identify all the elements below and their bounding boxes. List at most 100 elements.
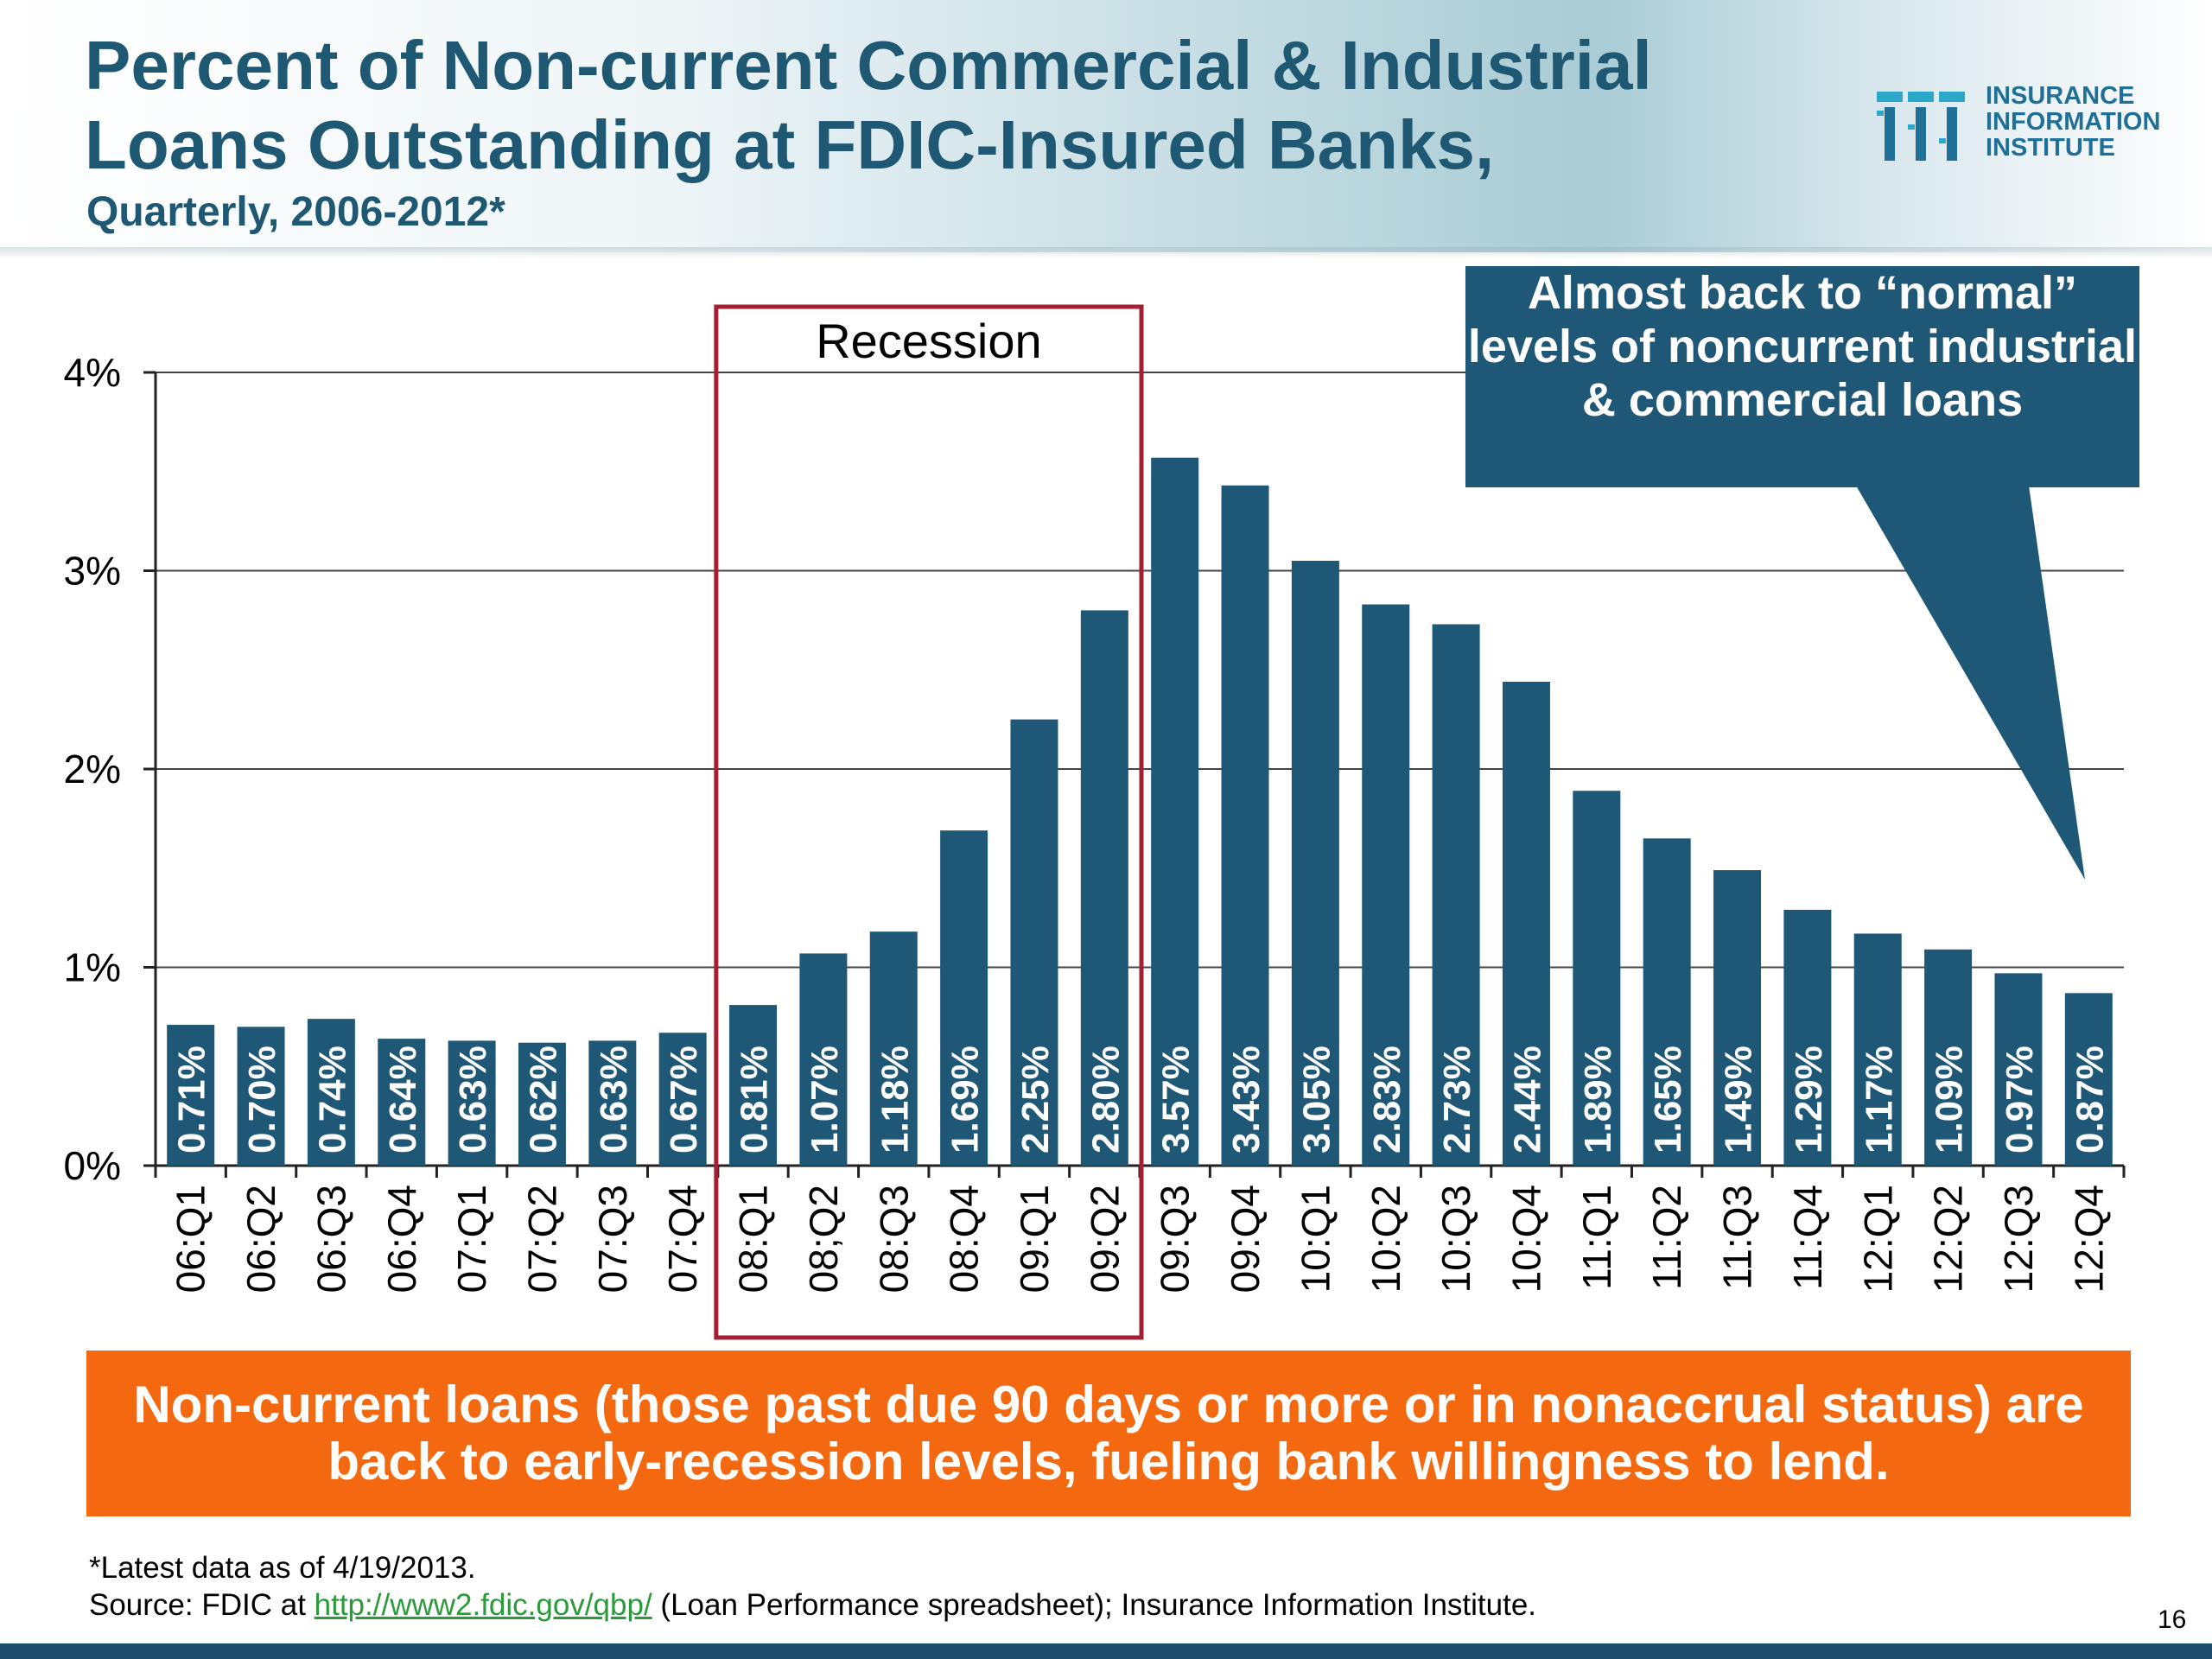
data-label: 1.17% [1858,1046,1900,1154]
data-label: 3.05% [1295,1046,1338,1154]
page-title: Percent of Non-current Commercial & Indu… [85,27,1652,183]
bar [1010,719,1058,1166]
x-tick-label: 07:Q3 [590,1185,635,1293]
bar-series: 0.71% 0.70% 0.74% 0.64% 0.63% 0.62% 0.63% 0.67%… [167,457,2113,1166]
data-label: 1.09% [1929,1046,1971,1154]
bar [378,1039,426,1166]
data-label: 2.83% [1366,1046,1408,1154]
bar [1502,682,1550,1166]
x-tick-label: 06:Q2 [238,1185,283,1293]
data-label: 0.97% [1999,1046,2041,1154]
banner-text: Non-current loans (those past due 90 day… [133,1376,2084,1491]
x-tick-label: 11:Q4 [1785,1185,1830,1290]
bar [237,1027,285,1166]
x-tick-label: 06:Q1 [168,1185,213,1293]
chart-axes: 0% 1% 2% 3% 4% 06:Q1 06:Q2 06:Q3 06:Q4 07:Q1 07:Q2… [64,350,2126,1293]
conclusion-banner: Non-current loans (those past due 90 day… [86,1351,2131,1516]
source-suffix: (Loan Performance spreadsheet); Insuranc… [652,1588,1537,1622]
x-tick-label: 12:Q2 [1926,1185,1971,1293]
footnote: *Latest data as of 4/19/2013. [89,1551,476,1585]
logo-line-2: INFORMATION [1986,108,2161,136]
x-tick-label: 09:Q4 [1223,1185,1268,1293]
x-tick-label: 07:Q2 [519,1185,564,1293]
data-label: 2.80% [1084,1046,1127,1154]
bottom-bar [0,1643,2212,1659]
x-tick-label: 11:Q3 [1715,1185,1760,1290]
x-tick-label: 09:Q1 [1012,1185,1057,1293]
bar [1080,610,1128,1166]
callout-pointer [1856,486,2085,880]
recession-label: Recession [816,314,1041,368]
callout-box [1465,266,2139,487]
x-tick-label: 06:Q3 [308,1185,353,1293]
data-label: 3.57% [1155,1046,1198,1154]
data-label: 1.29% [1788,1046,1830,1154]
bar [448,1040,496,1166]
recession-annotation: Recession [714,304,1144,1340]
x-tick-label: 07:Q1 [449,1185,494,1293]
bar [1432,624,1480,1166]
x-tick-label: 12:Q1 [1855,1185,1900,1293]
data-label: 0.71% [171,1046,213,1154]
x-tick-label: 09:Q3 [1153,1185,1198,1293]
bar [869,931,918,1166]
x-tick-label: 12:Q3 [1996,1185,2041,1293]
bar [940,830,988,1166]
y-tick-label: 1% [64,945,121,990]
logo-line-3: INSTITUTE [1986,134,2115,162]
x-tick-label: 08:Q1 [731,1185,776,1293]
bar [729,1005,778,1166]
x-tick-label: 08:Q3 [871,1185,916,1293]
data-label: 1.65% [1647,1046,1689,1154]
x-tick-label: 10:Q3 [1433,1185,1478,1293]
bar [167,1025,215,1166]
header-band [0,0,2212,252]
bar [1713,870,1762,1166]
data-label: 0.87% [2069,1046,2111,1154]
x-tick-label: 07:Q4 [660,1185,705,1293]
source-link[interactable]: http://www2.fdic.gov/qbp/ [314,1588,652,1622]
x-tick-label: 11:Q2 [1644,1185,1689,1290]
x-tick-label: 12:Q4 [2066,1185,2111,1293]
data-label: 0.64% [382,1046,424,1154]
bar [518,1042,566,1166]
y-tick-label: 4% [64,350,121,395]
data-label: 1.07% [804,1046,846,1154]
bar [1994,973,2043,1166]
data-label: 1.89% [1577,1046,1619,1154]
x-tick-label: 10:Q2 [1363,1185,1408,1293]
callout-text: Almost back to “normal” levels of noncur… [1467,267,2138,426]
data-label: 0.63% [593,1046,635,1154]
data-label: 1.49% [1718,1046,1760,1154]
bar [1151,457,1199,1166]
bar [307,1019,355,1166]
x-tick-label: 11:Q1 [1574,1185,1619,1290]
data-label: 3.43% [1225,1046,1268,1154]
logo-wordmark: INSURANCE INFORMATION INSTITUTE [1986,83,2160,161]
data-label: 2.44% [1506,1046,1548,1154]
bar [658,1033,707,1166]
bar [1573,791,1621,1166]
x-tick-label: 09:Q2 [1082,1185,1127,1293]
x-tick-label: 10:Q4 [1503,1185,1548,1293]
data-label: 0.62% [522,1046,564,1154]
recession-box [714,304,1144,1340]
x-tick-label: 10:Q1 [1293,1185,1338,1293]
source-line: Source: FDIC at http://www2.fdic.gov/qbp… [89,1588,1536,1623]
data-label: 0.81% [734,1046,776,1154]
y-tick-label: 0% [64,1143,121,1188]
page-number: 16 [2158,1605,2187,1634]
x-tick-label: 08:Q4 [942,1185,987,1293]
bar [1291,561,1339,1166]
iii-logo: INSURANCE INFORMATION INSTITUTE [1875,81,2177,168]
x-tick-label: 08;Q2 [801,1185,846,1293]
bar [1362,604,1410,1166]
bar [799,953,848,1166]
data-label: 0.70% [241,1046,283,1154]
page-subtitle: Quarterly, 2006-2012* [86,189,505,235]
bar [1643,838,1691,1166]
iii-logo-icon [1877,92,1965,161]
data-label: 0.67% [663,1046,705,1154]
data-label: 1.18% [874,1046,916,1154]
bar [1783,909,1832,1166]
